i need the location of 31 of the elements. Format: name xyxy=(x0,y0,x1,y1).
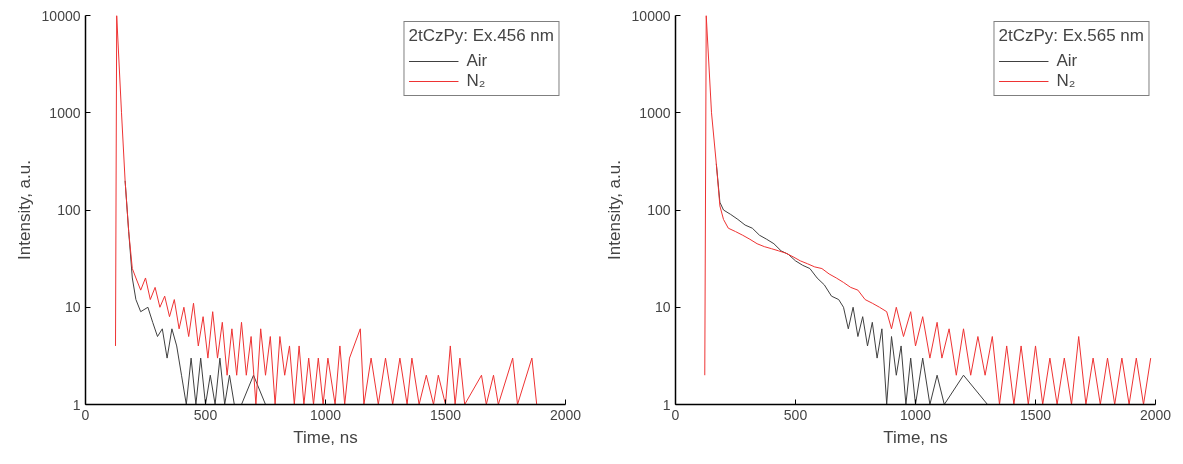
y-tick-label: 1 xyxy=(662,396,671,413)
x-tick-label: 1000 xyxy=(899,406,932,423)
y-tick-label: 1 xyxy=(72,396,81,413)
x-tick-label: 2000 xyxy=(549,406,582,423)
legend-label: N₂ xyxy=(466,71,487,91)
y-tick-label: 100 xyxy=(57,202,81,218)
x-tick-label: 500 xyxy=(193,406,218,423)
line-series xyxy=(704,15,1152,405)
legend-label: Air xyxy=(1056,51,1078,71)
legend-label: Air xyxy=(466,51,488,71)
legend-label: N₂ xyxy=(1056,71,1077,91)
y-axis-title: Intensity, a.u. xyxy=(604,160,624,260)
y-tick-label: 1000 xyxy=(49,104,81,121)
y-tick-label: 10 xyxy=(64,299,81,316)
x-tick-label: 0 xyxy=(671,406,680,423)
legend-title: 2tCzPy: Ex.565 nm xyxy=(998,26,1144,46)
x-tick-label: 1000 xyxy=(309,406,342,423)
x-tick-label: 1500 xyxy=(429,406,462,423)
y-tick-label: 10 xyxy=(654,299,671,316)
y-tick-label: 10000 xyxy=(41,7,81,24)
x-tick-label: 1500 xyxy=(1019,406,1052,423)
x-tick-label: 500 xyxy=(783,406,808,423)
y-tick-label: 100 xyxy=(647,202,671,218)
y-axis-title: Intensity, a.u. xyxy=(14,160,34,260)
y-tick-label: 10000 xyxy=(631,7,671,24)
x-axis-title: Time, ns xyxy=(883,427,948,447)
x-axis-title: Time, ns xyxy=(293,427,358,447)
x-tick-label: 0 xyxy=(81,406,90,423)
x-tick-label: 2000 xyxy=(1139,406,1172,423)
y-tick-label: 1000 xyxy=(639,104,671,121)
legend-title: 2tCzPy: Ex.456 nm xyxy=(408,26,554,46)
